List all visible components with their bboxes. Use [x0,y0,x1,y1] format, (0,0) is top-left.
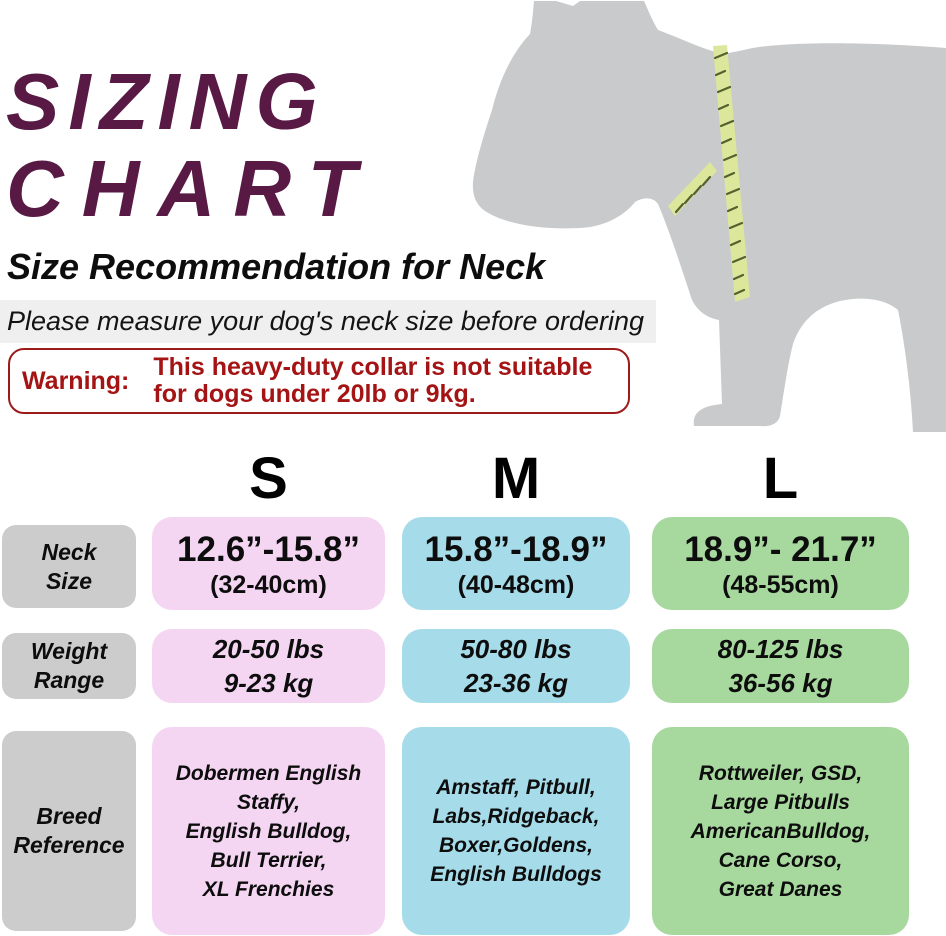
size-header-l: L [762,446,799,511]
breed-list-l: Rottweiler, GSD, Large Pitbulls American… [690,761,871,901]
warning-box: Warning: This heavy-duty collar is not s… [8,348,630,414]
measure-note-strip: Please measure your dog's neck size befo… [0,300,656,343]
cell-neck-size-l: 18.9”- 21.7” (48-55cm) [652,517,909,610]
page-title-line2: CHART [6,144,375,233]
page-title-line1: SIZING [6,57,327,146]
cell-breed-reference-m: Amstaff, Pitbull, Labs,Ridgeback, Boxer,… [402,727,630,935]
warning-message: This heavy-duty collar is not suitable f… [153,353,593,408]
dog-silhouette [472,1,946,432]
neck-size-inches-l: 18.9”- 21.7” [684,529,877,569]
neck-size-cm-l: (48-55cm) [722,570,839,599]
tape-tick-marks [674,51,747,296]
row-label-breed-reference: Breed Reference [2,731,136,931]
neck-size-cm-s: (32-40cm) [210,570,327,599]
cell-breed-reference-l: Rottweiler, GSD, Large Pitbulls American… [652,727,909,935]
cell-weight-range-s: 20-50 lbs 9-23 kg [152,629,385,703]
row-label-neck-size: Neck Size [2,525,136,608]
neck-size-inches-m: 15.8”-18.9” [424,529,608,569]
neck-size-cm-m: (40-48cm) [457,570,575,599]
size-header-m: M [491,446,541,511]
measure-note-text: Please measure your dog's neck size befo… [7,306,645,336]
weight-range-s: 20-50 lbs 9-23 kg [212,634,325,698]
breed-list-m: Amstaff, Pitbull, Labs,Ridgeback, Boxer,… [430,776,602,886]
page-subtitle: Size Recommendation for Neck [7,246,546,287]
cell-weight-range-l: 80-125 lbs 36-56 kg [652,629,909,703]
neck-size-inches-s: 12.6”-15.8” [177,529,360,569]
cell-neck-size-m: 15.8”-18.9” (40-48cm) [402,517,630,610]
weight-range-l: 80-125 lbs 36-56 kg [717,634,844,698]
cell-weight-range-m: 50-80 lbs 23-36 kg [402,629,630,703]
row-label-weight-range: Weight Range [2,633,136,699]
measuring-tape-collar-band [668,162,717,216]
cell-neck-size-s: 12.6”-15.8” (32-40cm) [152,517,385,610]
warning-label: Warning: [22,366,130,395]
cell-breed-reference-s: Dobermen English Staffy, English Bulldog… [152,727,385,935]
size-header-s: S [249,446,288,511]
weight-range-m: 50-80 lbs 23-36 kg [460,634,572,698]
dog-illustration [472,1,946,432]
breed-list-s: Dobermen English Staffy, English Bulldog… [175,761,362,901]
